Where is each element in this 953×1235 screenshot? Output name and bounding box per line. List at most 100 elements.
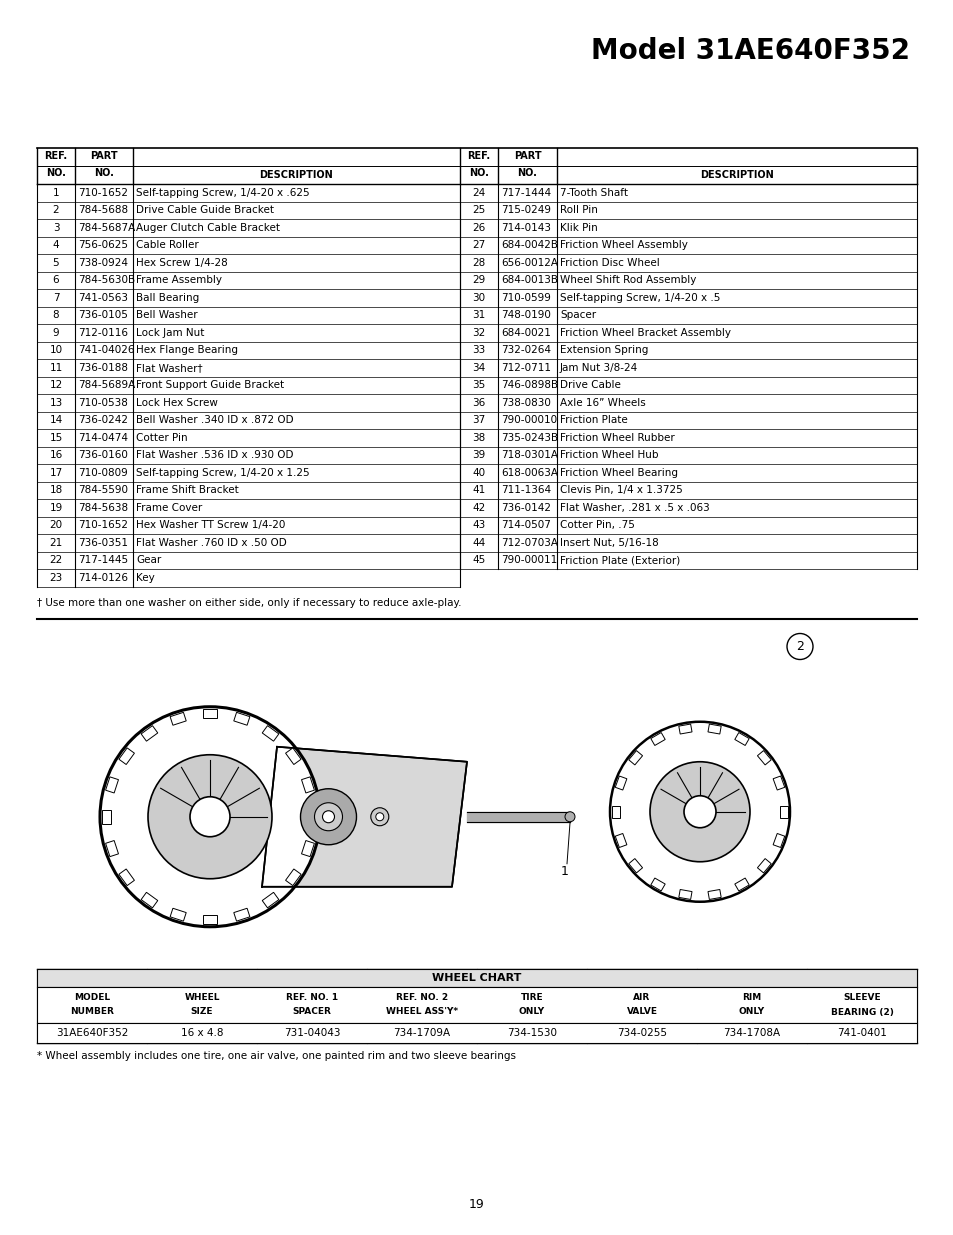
- Text: 736-0351: 736-0351: [78, 537, 128, 548]
- Text: NO.: NO.: [46, 168, 66, 178]
- Text: 9: 9: [52, 327, 59, 337]
- Text: 732-0264: 732-0264: [500, 346, 551, 356]
- Text: 2: 2: [52, 205, 59, 215]
- Circle shape: [683, 795, 716, 827]
- Text: 736-0188: 736-0188: [78, 363, 128, 373]
- Text: 5: 5: [52, 258, 59, 268]
- Text: Hex Washer TT Screw 1/4-20: Hex Washer TT Screw 1/4-20: [136, 520, 285, 530]
- Bar: [141, 726, 157, 741]
- Text: Klik Pin: Klik Pin: [559, 222, 598, 232]
- Bar: [37, 987, 916, 1023]
- Text: Friction Wheel Assembly: Friction Wheel Assembly: [559, 241, 687, 251]
- Bar: [102, 810, 112, 824]
- Bar: [119, 748, 134, 764]
- Text: WHEEL ASS'Y*: WHEEL ASS'Y*: [386, 1008, 457, 1016]
- Text: Key: Key: [136, 573, 154, 583]
- Text: 24: 24: [472, 188, 485, 198]
- Text: WHEEL: WHEEL: [184, 993, 219, 1003]
- Bar: [707, 889, 720, 899]
- Text: 734-1708A: 734-1708A: [722, 1028, 780, 1037]
- Bar: [285, 748, 301, 764]
- Text: 35: 35: [472, 380, 485, 390]
- Text: 684-0042B: 684-0042B: [500, 241, 558, 251]
- Text: Cable Roller: Cable Roller: [136, 241, 198, 251]
- Text: 784-5688: 784-5688: [78, 205, 128, 215]
- Text: 31: 31: [472, 310, 485, 320]
- Bar: [772, 834, 784, 847]
- Text: 715-0249: 715-0249: [500, 205, 551, 215]
- Text: ONLY: ONLY: [739, 1008, 764, 1016]
- Text: Flat Washer .760 ID x .50 OD: Flat Washer .760 ID x .50 OD: [136, 537, 287, 548]
- Bar: [37, 1023, 916, 1044]
- Polygon shape: [262, 747, 467, 887]
- Text: BEARING (2): BEARING (2): [830, 1008, 893, 1016]
- Text: Cotter Pin: Cotter Pin: [136, 432, 188, 443]
- Text: 710-1652: 710-1652: [78, 520, 128, 530]
- Circle shape: [190, 797, 230, 837]
- Text: † Use more than one washer on either side, only if necessary to reduce axle-play: † Use more than one washer on either sid…: [37, 599, 461, 609]
- Text: 784-5638: 784-5638: [78, 503, 128, 513]
- Bar: [628, 751, 642, 764]
- Text: 30: 30: [472, 293, 485, 303]
- Text: 684-0021: 684-0021: [500, 327, 550, 337]
- Text: 712-0116: 712-0116: [78, 327, 128, 337]
- Text: Friction Wheel Rubber: Friction Wheel Rubber: [559, 432, 674, 443]
- Text: Hex Screw 1/4-28: Hex Screw 1/4-28: [136, 258, 228, 268]
- Text: NO.: NO.: [517, 168, 537, 178]
- Text: REF.: REF.: [45, 151, 68, 161]
- Bar: [262, 893, 278, 908]
- Text: Wheel Shift Rod Assembly: Wheel Shift Rod Assembly: [559, 275, 696, 285]
- Text: 734-1530: 734-1530: [506, 1028, 557, 1037]
- Text: 731-04043: 731-04043: [283, 1028, 340, 1037]
- Text: Flat Washer†: Flat Washer†: [136, 363, 202, 373]
- Text: 656-0012A: 656-0012A: [500, 258, 558, 268]
- Text: 741-0401: 741-0401: [836, 1028, 886, 1037]
- Text: 14: 14: [50, 415, 63, 425]
- Bar: [308, 810, 317, 824]
- Text: 738-0830: 738-0830: [500, 398, 550, 408]
- Text: Self-tapping Screw, 1/4-20 x .5: Self-tapping Screw, 1/4-20 x .5: [559, 293, 720, 303]
- Bar: [37, 969, 916, 987]
- Bar: [679, 889, 691, 899]
- Text: 710-0538: 710-0538: [78, 398, 128, 408]
- Text: Extension Spring: Extension Spring: [559, 346, 648, 356]
- Text: DESCRIPTION: DESCRIPTION: [700, 170, 773, 180]
- Text: 16: 16: [50, 451, 63, 461]
- Text: 25: 25: [472, 205, 485, 215]
- Bar: [119, 869, 134, 885]
- Bar: [203, 709, 216, 719]
- Text: 741-04026: 741-04026: [78, 346, 134, 356]
- Text: 738-0924: 738-0924: [78, 258, 128, 268]
- Bar: [615, 834, 626, 847]
- Text: 734-1709A: 734-1709A: [393, 1028, 450, 1037]
- Text: Spacer: Spacer: [559, 310, 596, 320]
- Text: 714-0507: 714-0507: [500, 520, 550, 530]
- Text: 15: 15: [50, 432, 63, 443]
- Circle shape: [100, 706, 319, 926]
- Text: Flat Washer .536 ID x .930 OD: Flat Washer .536 ID x .930 OD: [136, 451, 294, 461]
- Text: Bell Washer .340 ID x .872 OD: Bell Washer .340 ID x .872 OD: [136, 415, 294, 425]
- Text: 756-0625: 756-0625: [78, 241, 128, 251]
- Text: 27: 27: [472, 241, 485, 251]
- Text: Clevis Pin, 1/4 x 1.3725: Clevis Pin, 1/4 x 1.3725: [559, 485, 682, 495]
- Text: RIM: RIM: [741, 993, 760, 1003]
- Text: 717-1444: 717-1444: [500, 188, 551, 198]
- Text: 6: 6: [52, 275, 59, 285]
- Text: REF.: REF.: [467, 151, 490, 161]
- Text: Bell Washer: Bell Washer: [136, 310, 197, 320]
- Text: 26: 26: [472, 222, 485, 232]
- Text: 746-0898B: 746-0898B: [500, 380, 558, 390]
- Text: Cotter Pin, .75: Cotter Pin, .75: [559, 520, 634, 530]
- Text: 12: 12: [50, 380, 63, 390]
- Text: 784-5687A: 784-5687A: [78, 222, 135, 232]
- Text: PART: PART: [91, 151, 117, 161]
- Text: 43: 43: [472, 520, 485, 530]
- Text: MODEL: MODEL: [74, 993, 110, 1003]
- Bar: [203, 915, 216, 924]
- Text: 784-5630B: 784-5630B: [78, 275, 135, 285]
- Text: 18: 18: [50, 485, 63, 495]
- Text: Friction Wheel Bearing: Friction Wheel Bearing: [559, 468, 678, 478]
- Bar: [734, 878, 748, 890]
- Text: Insert Nut, 5/16-18: Insert Nut, 5/16-18: [559, 537, 659, 548]
- Bar: [301, 777, 314, 793]
